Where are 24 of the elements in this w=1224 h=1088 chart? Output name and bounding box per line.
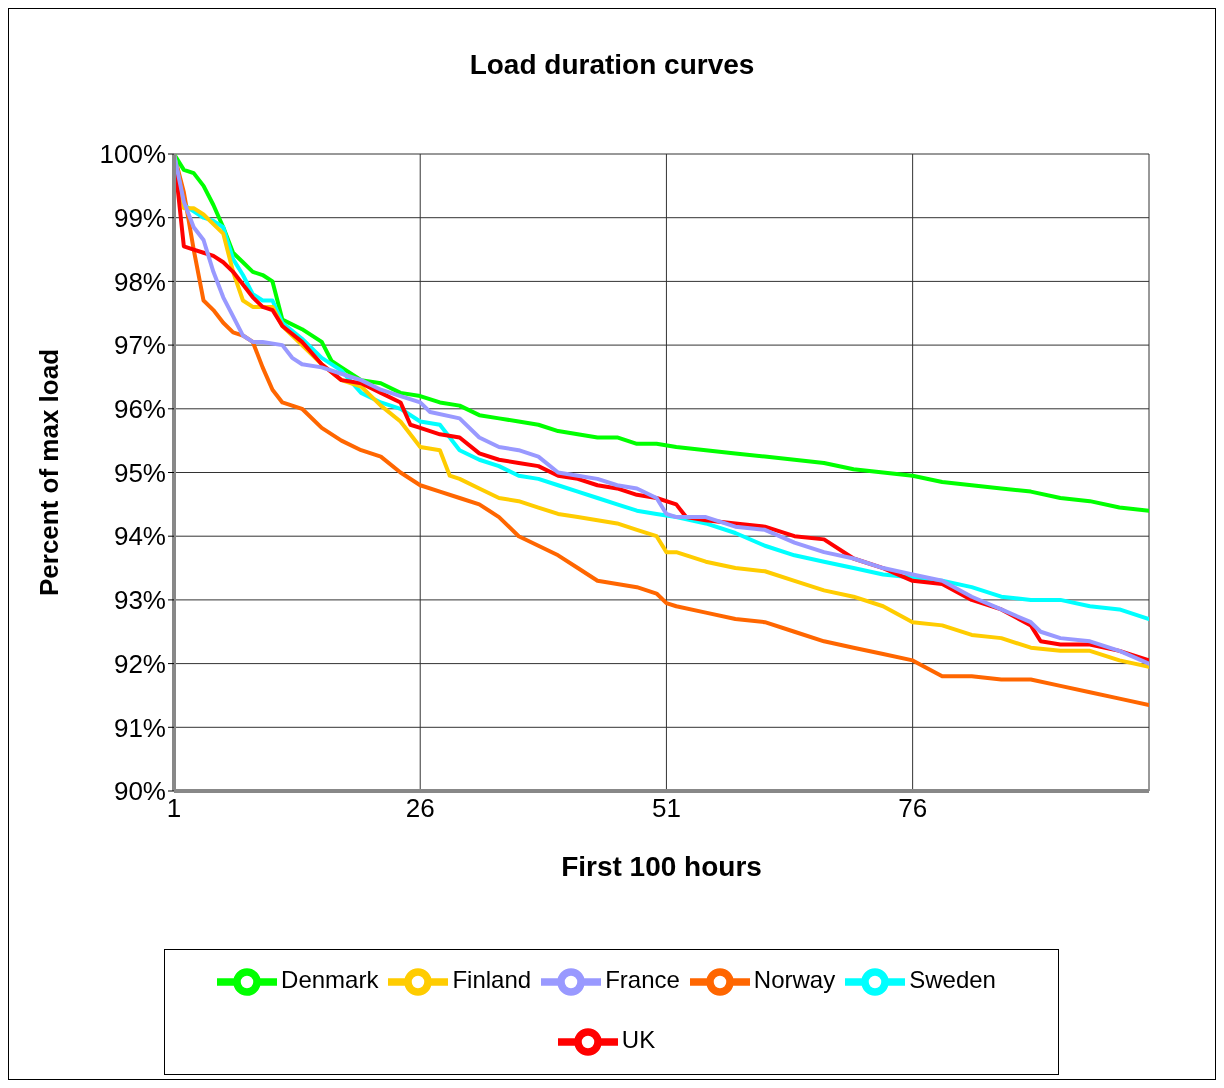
legend-label: Denmark [281,966,379,994]
y-tick-label: 99% [113,202,166,233]
y-tick-label: 94% [113,521,166,552]
y-tick-label: 93% [113,585,166,616]
x-axis-title: First 100 hours [561,850,762,882]
y-tick-label: 96% [113,394,166,425]
y-tick-label: 100% [99,139,166,170]
y-tick-label: 92% [113,648,166,679]
y-axis-title: Percent of max load [34,348,65,597]
x-tick-label: 51 [651,793,681,824]
y-tick-label: 91% [113,712,166,743]
legend-label: Norway [753,966,836,994]
legend-label: UK [621,1026,656,1054]
legend-label: Finland [452,966,532,994]
legend-label: Sweden [909,966,996,994]
x-tick-label: 26 [405,793,435,824]
y-tick-label: 90% [113,776,166,807]
legend-label: France [605,966,680,994]
chart-title: Load duration curves [468,49,756,81]
y-tick-label: 95% [113,457,166,488]
y-tick-label: 98% [113,266,166,297]
x-tick-label: 76 [898,793,928,824]
x-tick-label: 1 [166,793,182,824]
y-tick-label: 97% [113,330,166,361]
